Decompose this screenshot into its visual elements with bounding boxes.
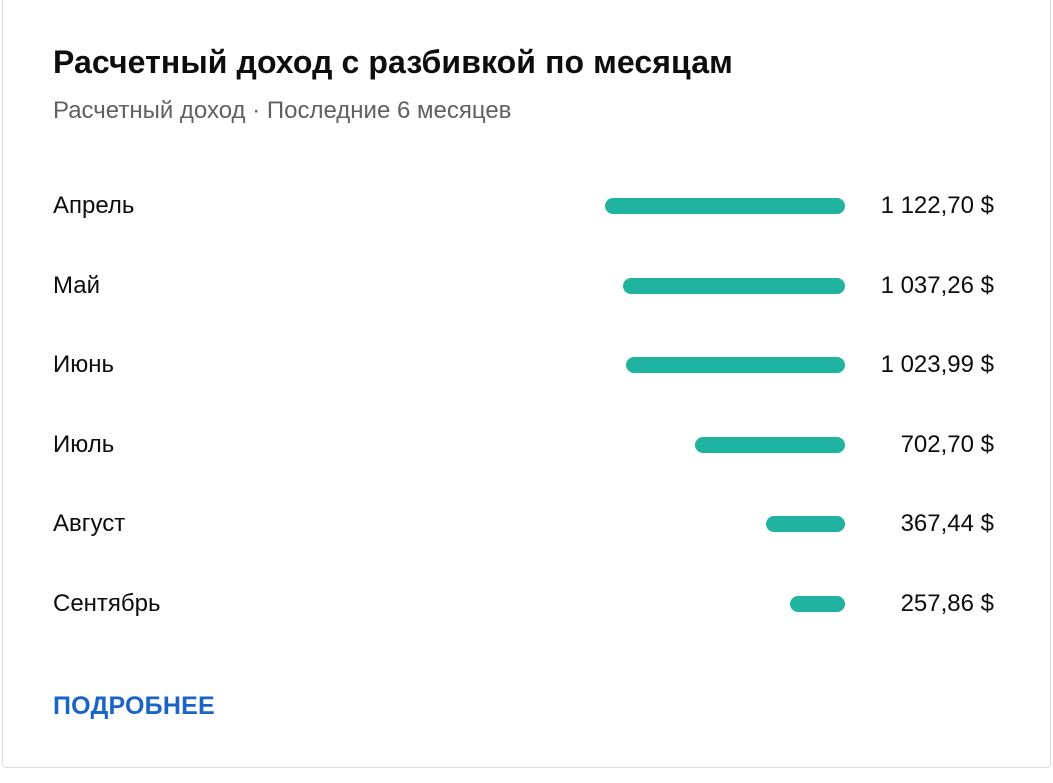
chart-row: Сентябрь 257,86 $ xyxy=(3,584,1052,624)
revenue-value: 257,86 $ xyxy=(900,590,994,617)
revenue-bar[interactable] xyxy=(626,357,845,374)
revenue-card: Расчетный доход с разбивкой по месяцам Р… xyxy=(2,0,1051,768)
revenue-value: 702,70 $ xyxy=(900,430,994,458)
month-label: Сентябрь xyxy=(53,590,161,617)
revenue-value: 1 122,70 $ xyxy=(880,192,994,219)
revenue-value: 1 023,99 $ xyxy=(880,351,994,379)
revenue-value: 1 037,26 $ xyxy=(880,271,994,299)
month-label: Апрель xyxy=(53,192,135,219)
chart-row: Июнь 1 023,99 $ xyxy=(3,345,1052,385)
revenue-value: 367,44 $ xyxy=(900,510,994,538)
revenue-bar[interactable] xyxy=(789,596,845,612)
more-details-link[interactable]: ПОДРОБНЕЕ xyxy=(53,692,215,720)
month-label: Август xyxy=(53,510,126,538)
chart-row: Апрель 1 122,70 $ xyxy=(3,186,1052,226)
monthly-revenue-chart: Апрель 1 122,70 $ Май 1 037,26 $ Июнь 1 023,9… xyxy=(3,0,1052,640)
month-label: Июль xyxy=(53,430,115,458)
chart-row: Июль 702,70 $ xyxy=(3,425,1052,465)
revenue-bar[interactable] xyxy=(605,198,845,214)
revenue-bar[interactable] xyxy=(766,516,845,533)
revenue-bar[interactable] xyxy=(623,277,845,294)
chart-row: Август 367,44 $ xyxy=(3,504,1052,544)
chart-row: Май 1 037,26 $ xyxy=(3,266,1052,306)
month-label: Июнь xyxy=(53,351,115,379)
card-subtitle: Расчетный доход · Последние 6 месяцев xyxy=(53,97,512,124)
month-label: Май xyxy=(53,271,101,299)
card-title: Расчетный доход с разбивкой по месяцам xyxy=(53,44,733,80)
revenue-bar[interactable] xyxy=(694,436,845,453)
